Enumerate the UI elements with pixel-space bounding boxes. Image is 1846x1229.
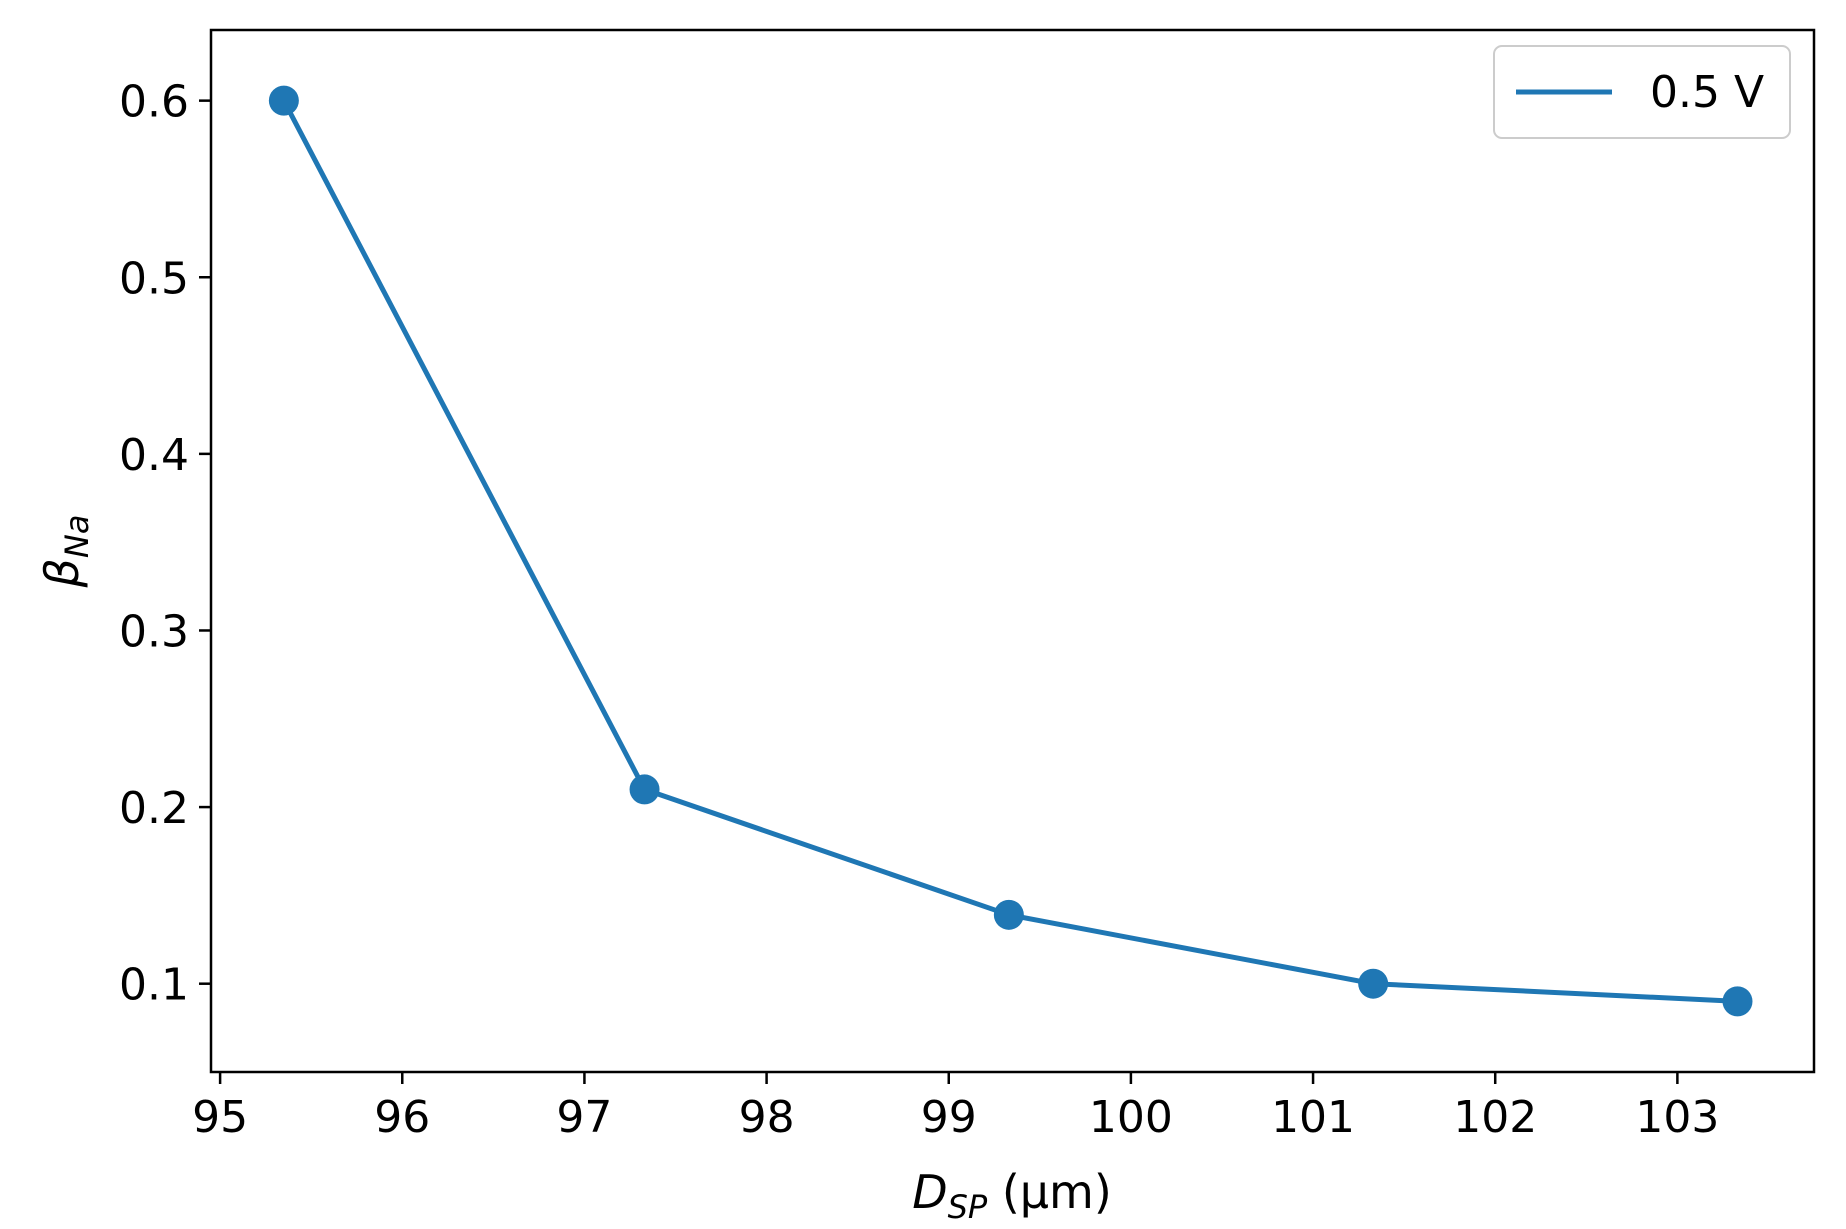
y-tick-label: 0.4 xyxy=(119,430,189,481)
x-tick-label: 98 xyxy=(739,1092,795,1143)
plot-frame xyxy=(209,28,1816,1074)
legend: 0.5 V xyxy=(1493,45,1791,139)
y-axis-label: βNa xyxy=(35,515,96,589)
x-tick-label: 100 xyxy=(1089,1092,1173,1143)
y-tick-label: 0.1 xyxy=(119,960,189,1011)
x-axis-label-unit: (µm) xyxy=(987,1165,1112,1219)
x-axis-label: DSP (µm) xyxy=(912,1165,1112,1224)
x-axis-label-sub: SP xyxy=(948,1188,988,1224)
x-tick-label: 101 xyxy=(1271,1092,1355,1143)
x-tick-label: 103 xyxy=(1635,1092,1719,1143)
x-tick-label: 96 xyxy=(374,1092,430,1143)
y-tick-label: 0.2 xyxy=(119,783,189,834)
x-axis-label-main: D xyxy=(912,1165,947,1219)
x-tick-label: 95 xyxy=(192,1092,248,1143)
y-axis-label-sub: Na xyxy=(58,515,96,559)
y-axis-label-main: β xyxy=(35,558,89,588)
legend-box xyxy=(1493,45,1791,139)
data-point xyxy=(993,899,1024,930)
series-layer xyxy=(268,85,1753,1017)
series-line-0 xyxy=(281,99,1738,1004)
y-tick-label: 0.3 xyxy=(119,606,189,657)
x-tick-label: 97 xyxy=(556,1092,612,1143)
data-point xyxy=(1358,968,1389,999)
data-point xyxy=(268,85,299,116)
x-tick-label: 102 xyxy=(1453,1092,1537,1143)
x-tick-label: 99 xyxy=(921,1092,977,1143)
y-axis-ticks: 0.1 0.2 0.3 0.4 0.5 0.6 xyxy=(119,77,211,1011)
y-tick-label: 0.6 xyxy=(119,77,189,128)
data-point xyxy=(629,774,660,805)
x-axis-ticks: 95 96 97 98 99 100 101 102 103 xyxy=(192,1072,1719,1143)
legend-label-0: 0.5 V xyxy=(1650,67,1764,118)
y-tick-label: 0.5 xyxy=(119,253,189,304)
data-point xyxy=(1722,986,1753,1017)
